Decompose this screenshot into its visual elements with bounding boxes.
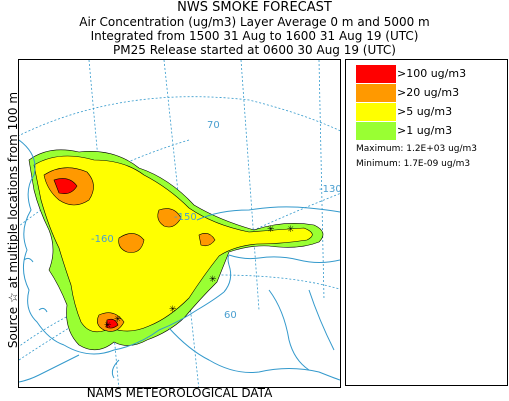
legend-row-1: >1 ug/m3: [356, 122, 506, 140]
plume-over-100-b: [105, 318, 119, 329]
legend-row-100: >100 ug/m3: [356, 65, 506, 83]
source-marker: ✳: [209, 275, 217, 285]
lat-label-70: 70: [207, 120, 220, 131]
legend-row-5: >5 ug/m3: [356, 103, 506, 121]
release-info: PM25 Release started at 0600 30 Aug 19 (…: [113, 43, 396, 57]
legend-label-100: >100 ug/m3: [397, 67, 467, 80]
legend-label-20: >20 ug/m3: [397, 86, 460, 99]
source-marker: ✳: [287, 225, 295, 235]
legend-swatch-orange: [356, 84, 396, 102]
legend: >100 ug/m3 >20 ug/m3 >5 ug/m3 >1 ug/m3 M…: [345, 59, 508, 386]
concentration-subtitle: Air Concentration (ug/m3) Layer Average …: [79, 15, 430, 29]
legend-label-5: >5 ug/m3: [397, 105, 453, 118]
lon-label-130: -130: [319, 184, 340, 195]
legend-swatch-red: [356, 65, 396, 83]
data-source-footer: NAMS METEOROLOGICAL DATA: [86, 386, 273, 400]
lon-label-150: -150: [174, 212, 197, 223]
map-title: NWS SMOKE FORECAST: [177, 0, 332, 15]
lat-label-60: 60: [224, 310, 237, 321]
legend-maximum: Maximum: 1.2E+03 ug/m3: [356, 144, 478, 154]
plume-over-20-e: [198, 233, 216, 247]
plume-over-20-c: [157, 208, 182, 228]
coastline: [19, 139, 340, 383]
source-marker: ✳: [267, 225, 275, 235]
source-marker: ✳: [169, 305, 177, 315]
legend-swatch-green: [356, 122, 396, 140]
legend-swatch-yellow: [356, 103, 396, 121]
plume-over-100-a: [53, 178, 78, 194]
smoke-plume: [28, 149, 324, 351]
legend-label-1: >1 ug/m3: [397, 124, 453, 137]
source-marker: ✳: [104, 321, 112, 331]
smoke-map: ✳ ✳ ✳ ✳ ✳ ✳ 70 60 -160 -150 -130: [18, 59, 341, 388]
plume-over-20-b: [118, 233, 145, 253]
plume-over-5: [33, 155, 313, 333]
legend-row-20: >20 ug/m3: [356, 84, 506, 102]
lon-label-160: -160: [91, 234, 114, 245]
source-markers: ✳ ✳ ✳ ✳ ✳ ✳: [104, 225, 295, 331]
integration-period: Integrated from 1500 31 Aug to 1600 31 A…: [90, 29, 419, 43]
legend-minimum: Minimum: 1.7E-09 ug/m3: [356, 159, 471, 169]
source-marker: ✳: [114, 315, 122, 325]
